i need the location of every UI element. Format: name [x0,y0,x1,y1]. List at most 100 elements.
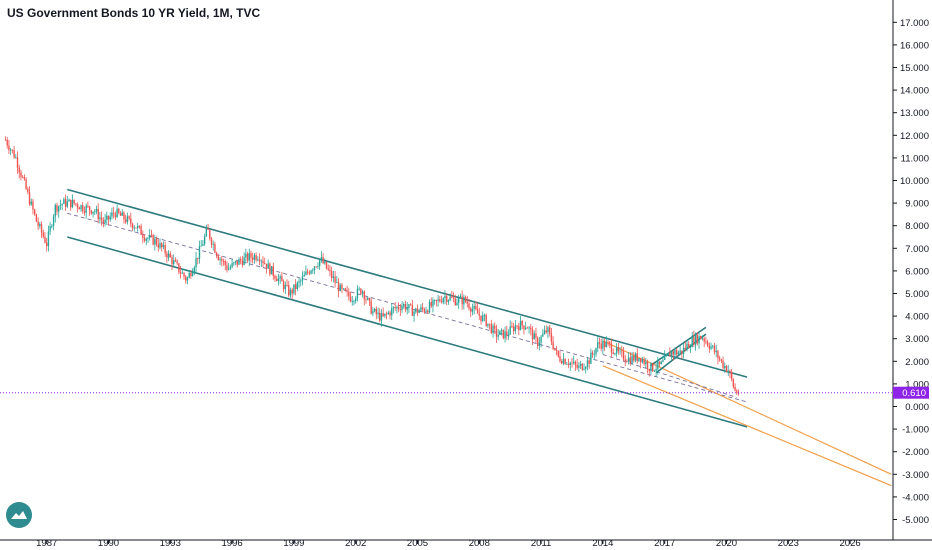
candle-body [583,368,585,370]
candle-body [536,337,539,346]
candle-body [425,310,427,312]
candle-body [11,149,14,151]
candle-body [264,263,266,264]
candle-body [689,346,692,348]
candle-body [657,361,659,370]
candle-body [507,334,510,336]
candle-body [250,253,252,258]
candle-body [435,299,438,301]
candle-body [305,271,307,275]
candle-body [691,336,693,347]
channel-lower-line [67,236,748,428]
candle-body [463,296,465,305]
candle-body [454,298,456,306]
candle-body [128,216,130,219]
candle-body [473,306,475,309]
candle-body [399,308,402,311]
candle-body [363,291,365,300]
candle-body [298,281,300,283]
candle-body [329,269,331,271]
candle-body [360,288,362,294]
candle-body [724,365,726,368]
x-tick-label: 1999 [283,538,304,549]
candle-body [550,333,553,342]
candle-body [585,367,587,369]
candle-body [439,299,441,302]
candle-body [447,300,450,302]
projection-lower-line [602,365,892,487]
x-tick-label: 2014 [592,538,613,549]
candle-body [73,199,75,204]
candle-body [370,300,372,314]
candle-body [387,312,390,314]
candle-body [155,238,158,245]
x-tick-label: 2017 [654,538,675,549]
y-tick-label: 8.000 [905,221,929,232]
candle-body [382,313,384,316]
candle-body [428,302,431,313]
candle-body [358,288,360,290]
candle-body [46,242,48,247]
candle-body [147,238,149,239]
candle-body [514,325,517,332]
tradingview-logo-icon [6,502,32,528]
candle-body [694,334,697,345]
candle-body [480,315,482,322]
y-tick-label: 2.000 [905,357,929,368]
current-price-label: 0.610 [902,388,926,399]
candle-body [191,272,194,276]
candle-body [102,220,105,223]
candle-body [651,363,654,371]
candle-body [561,361,563,364]
candle-body [186,277,189,281]
candle-body [547,327,549,333]
candle-body [373,308,376,312]
candle-body [310,270,312,274]
candle-body [444,295,446,299]
candle-body [639,358,642,363]
candle-body [727,370,729,372]
candle-body [87,205,89,207]
candle-body [288,285,290,296]
candle-body [33,209,36,215]
candle-body [535,333,537,338]
candle-body [677,352,680,355]
projection-mid-line [602,354,737,398]
candle-body [621,350,623,352]
candle-body [482,315,484,322]
candle-body [44,236,46,243]
candle-body [710,346,712,349]
y-tick-label: 12.000 [900,131,929,142]
candle-body [718,358,721,360]
candle-body [124,219,127,223]
candle-body [260,260,262,262]
candle-body [291,289,293,294]
y-tick-label: 17.000 [900,18,929,29]
y-tick-label: 16.000 [900,40,929,51]
candle-body [521,321,523,326]
candle-body [658,361,661,365]
candle-body [669,353,671,357]
candle-body [679,350,681,353]
candle-body [63,199,65,204]
candle-body [609,342,611,344]
candle-body [638,358,640,361]
candle-body [219,259,221,260]
candle-body [667,353,669,355]
candle-body [674,350,676,355]
candle-body [597,342,599,349]
x-tick-label: 2011 [531,538,551,549]
candle-body [485,315,487,326]
candle-body [286,284,288,286]
candle-body [524,327,527,330]
candle-body [502,329,505,339]
candle-body [499,330,501,335]
candle-body [106,215,108,220]
candle-body [349,296,352,302]
candle-body [107,215,110,220]
candle-body [221,259,223,261]
candle-body [123,212,125,220]
candle-body [634,353,637,361]
candle-body [119,213,122,216]
